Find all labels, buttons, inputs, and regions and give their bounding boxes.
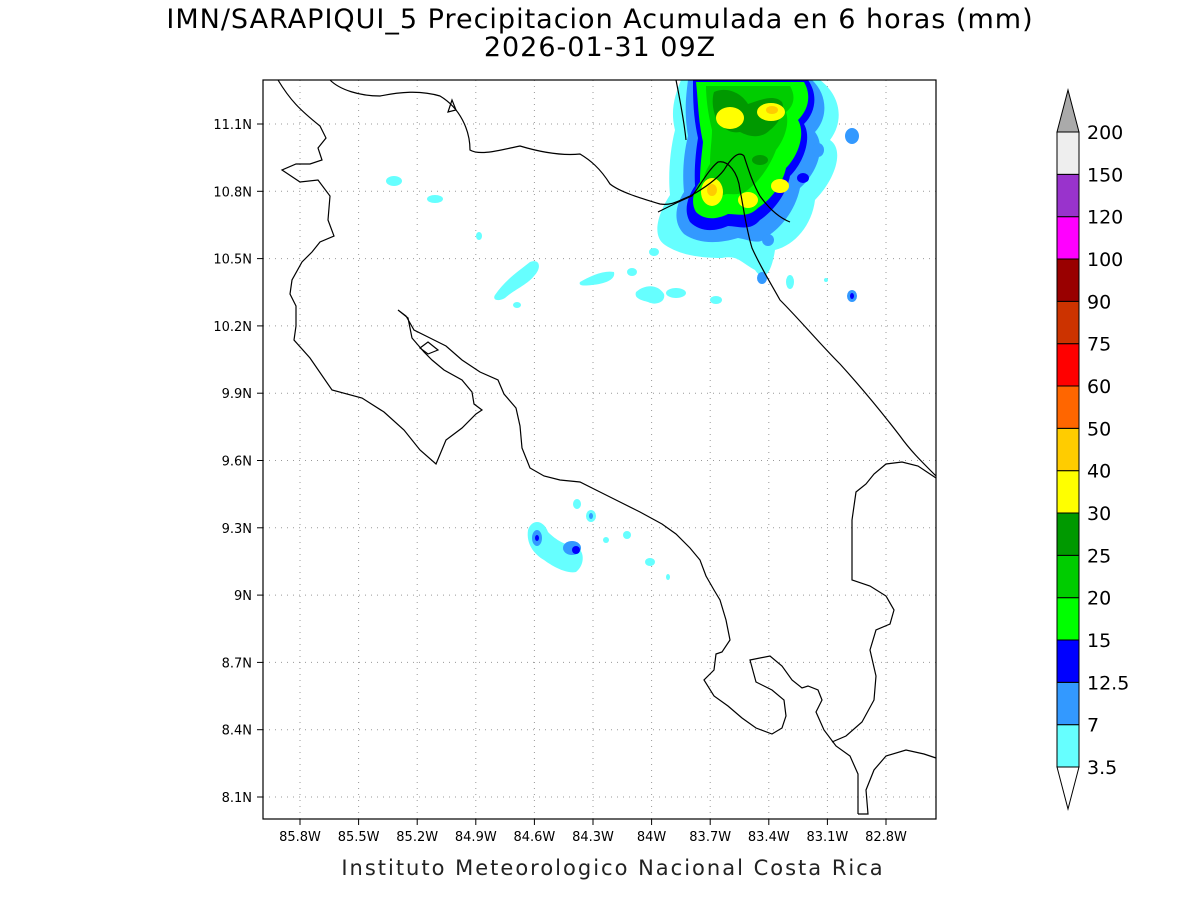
lat-tick-label: 9N [234,589,252,604]
precipitation-field [386,80,859,580]
coastlines [277,79,937,815]
map-frame [262,79,937,820]
colorbar-label: 50 [1087,418,1111,440]
colorbar-label: 100 [1087,249,1123,271]
colorbar: 3.5 7 12.5 15 20 25 30 40 50 60 75 90 100 120 150 200 [1056,88,1129,811]
axis-ticks: 85.8W 85.5W 85.2W 84.9W 84.6W 84.3W 84W 83.7W 83… [213,118,907,845]
lat-tick-label: 8.4N [222,724,252,739]
lon-tick-label: 85.2W [396,830,438,845]
precip-cluster-north [657,80,859,302]
lat-tick-label: 8.7N [222,656,252,671]
lon-tick-label: 84.6W [513,830,555,845]
lat-tick-label: 8.1N [222,791,252,806]
colorbar-min-arrow [1056,766,1080,811]
lat-tick-label: 9.9N [222,387,252,402]
colorbar-swatch [1056,343,1080,387]
colorbar-label: 150 [1087,164,1123,186]
map-grid [263,80,936,819]
colorbar-swatch [1056,427,1080,472]
lon-tick-label: 83.4W [748,830,790,845]
colorbar-label: 7 [1087,715,1099,737]
lat-tick-label: 10.2N [213,320,252,335]
colorbar-label: 25 [1087,545,1111,567]
lat-tick-label: 10.8N [213,185,252,200]
colorbar-label: 15 [1087,630,1111,652]
colorbar-swatch [1056,385,1080,429]
colorbar-swatch [1056,512,1080,556]
colorbar-label: 20 [1087,588,1111,610]
colorbar-swatch [1056,470,1080,514]
lon-tick-label: 83.7W [689,830,731,845]
lon-tick-label: 83.1W [806,830,848,845]
lon-tick-label: 85.8W [279,830,321,845]
lon-tick-label: 84.3W [572,830,614,845]
colorbar-swatch [1056,258,1080,302]
colorbar-label: 30 [1087,503,1111,525]
colorbar-swatch [1056,597,1080,641]
colorbar-label: 90 [1087,291,1111,313]
colorbar-swatch [1056,300,1080,345]
colorbar-swatch [1056,216,1080,260]
colorbar-swatch [1056,724,1080,768]
lon-tick-label: 82.8W [865,830,907,845]
colorbar-max-arrow [1056,88,1080,133]
precip-south-core [532,513,593,555]
lat-tick-label: 10.5N [213,253,252,268]
colorbar-label: 75 [1087,334,1111,356]
colorbar-swatch [1056,554,1080,599]
colorbar-label: 120 [1087,207,1123,229]
lon-tick-label: 84W [637,830,667,845]
lat-tick-label: 9.3N [222,522,252,537]
colorbar-swatch [1056,131,1080,175]
lat-tick-label: 11.1N [213,118,252,133]
colorbar-swatch [1056,639,1080,683]
map-title: IMN/SARAPIQUI_5 Precipitacion Acumulada … [166,4,1034,35]
lat-tick-label: 9.6N [222,455,252,470]
map-subtitle: 2026-01-31 09Z [483,32,717,63]
map-footer: Instituto Meteorologico Nacional Costa R… [341,856,885,880]
colorbar-swatch [1056,681,1080,726]
colorbar-label: 60 [1087,376,1111,398]
colorbar-label: 12.5 [1087,672,1129,694]
colorbar-label: 200 [1087,122,1123,144]
colorbar-swatch [1056,173,1080,218]
colorbar-label: 40 [1087,461,1111,483]
lon-tick-label: 85.5W [338,830,380,845]
colorbar-label: 3.5 [1087,757,1117,779]
lon-tick-label: 84.9W [455,830,497,845]
